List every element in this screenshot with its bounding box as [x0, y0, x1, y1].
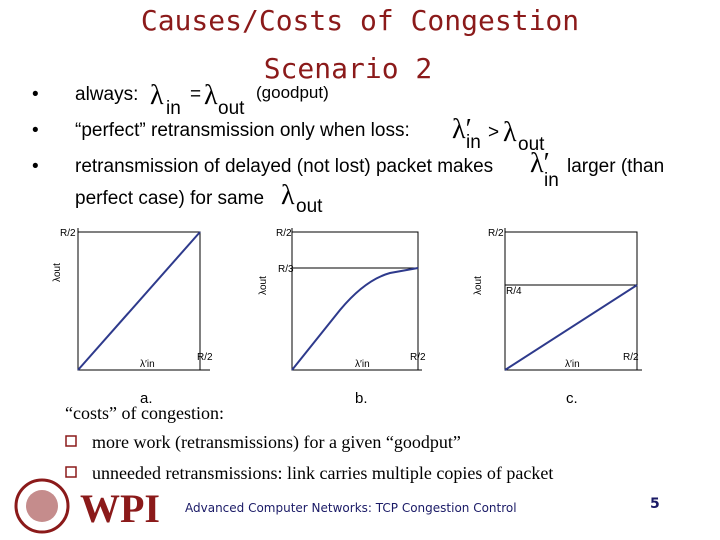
symbol: λ′ — [530, 148, 550, 179]
plot: R/2 λout λ′in R/2 a. — [52, 228, 213, 407]
axis-label: λ′in — [140, 359, 155, 370]
bullet: • “perfect” retransmission only when los… — [32, 114, 545, 155]
bullet-dot: • — [32, 156, 39, 177]
curve — [504, 284, 638, 371]
page-number: 5 — [650, 496, 660, 512]
subscript: out — [218, 98, 245, 119]
costs-item: more work (retransmissions) for a given … — [92, 432, 461, 453]
logo: WPI — [14, 478, 160, 534]
bullet-text: > — [488, 122, 499, 143]
title: Causes/Costs of Congestion — [141, 4, 579, 37]
bullet: • retransmission of delayed (not lost) p… — [32, 148, 664, 217]
subscript: out — [296, 196, 323, 217]
bullet-text: (goodput) — [256, 83, 329, 102]
axis-label: λout — [52, 263, 63, 282]
title: Scenario 2 — [264, 52, 433, 85]
guide — [292, 231, 419, 370]
caption: a. — [140, 390, 153, 407]
bullet-text: “perfect” retransmission only when loss: — [75, 120, 410, 141]
curve — [291, 267, 419, 371]
symbol: λ′ — [452, 114, 472, 145]
axes — [504, 228, 642, 371]
logo-text: WPI — [80, 486, 160, 531]
bullet-text: retransmission of delayed (not lost) pac… — [75, 156, 493, 177]
axis-label: R/2 — [410, 352, 426, 363]
curve — [77, 231, 201, 371]
axis-label: λout — [473, 276, 484, 295]
bullet-text: larger (than — [567, 156, 664, 177]
bullet-box — [65, 435, 77, 447]
bullet-dot: • — [32, 84, 39, 105]
subscript: in — [544, 170, 559, 191]
symbol: λ — [503, 117, 517, 148]
guide — [505, 231, 638, 370]
caption: c. — [566, 390, 578, 407]
seal-center — [26, 490, 58, 522]
axis-label: R/4 — [506, 286, 522, 297]
axis-label: R/2 — [623, 352, 639, 363]
bullet-box — [65, 466, 77, 478]
axis-label: λout — [258, 276, 269, 295]
plot: R/2 R/3 λout λ′in R/2 b. — [258, 228, 426, 407]
bullet: • always: λ in = λ out (goodput) — [32, 80, 329, 119]
axis-label: R/2 — [276, 228, 292, 239]
bullet-text: = — [190, 84, 201, 105]
axis-label: R/3 — [278, 264, 294, 275]
axes — [291, 228, 422, 371]
symbol: λ — [281, 180, 295, 211]
costs-item: unneeded retransmissions: link carries m… — [92, 463, 553, 483]
caption: b. — [355, 390, 368, 407]
symbol: λ — [150, 80, 164, 111]
plot: R/2 R/4 λout λ′in R/2 c. — [473, 228, 642, 407]
axis-label: R/2 — [197, 352, 213, 363]
axis-label: λ′in — [355, 359, 370, 370]
symbol: λ — [204, 80, 218, 111]
bullet-dot: • — [32, 120, 39, 141]
costs-heading: “costs” of congestion: — [65, 403, 224, 423]
axis-label: R/2 — [488, 228, 504, 239]
bullet-text: always: — [75, 84, 138, 105]
subscript: out — [518, 134, 545, 155]
bullet-text: perfect case) for same — [75, 188, 264, 209]
subscript: in — [166, 98, 181, 119]
axis-label: R/2 — [60, 228, 76, 239]
subscript: in — [466, 132, 481, 153]
axis-label: λ′in — [565, 359, 580, 370]
footer-text: Advanced Computer Networks: TCP Congesti… — [185, 501, 517, 515]
